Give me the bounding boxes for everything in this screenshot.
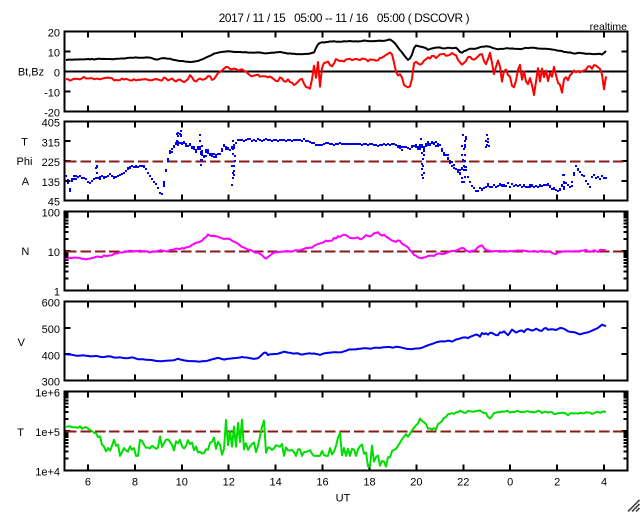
svg-text:N: N (21, 246, 29, 258)
svg-text:T: T (17, 427, 24, 439)
svg-text:45: 45 (48, 197, 60, 209)
svg-text:405: 405 (42, 118, 60, 130)
svg-text:300: 300 (42, 377, 60, 389)
svg-text:1e+6: 1e+6 (35, 388, 60, 400)
svg-text:18: 18 (363, 477, 375, 489)
svg-text:2: 2 (554, 477, 560, 489)
svg-text:2017 / 11 / 15 05:00 -- 11 /: 2017 / 11 / 15 05:00 -- 11 / 16 05:00 ( … (219, 11, 470, 25)
svg-text:225: 225 (42, 157, 60, 169)
svg-text:12: 12 (223, 477, 235, 489)
svg-text:20: 20 (410, 477, 422, 489)
svg-text:20: 20 (48, 28, 60, 40)
svg-text:0: 0 (507, 477, 513, 489)
svg-text:10: 10 (48, 48, 60, 60)
svg-text:315: 315 (42, 138, 60, 150)
svg-text:UT: UT (336, 493, 351, 505)
svg-text:4: 4 (601, 477, 607, 489)
svg-text:A: A (22, 176, 30, 188)
svg-text:-20: -20 (44, 108, 60, 120)
svg-text:realtime: realtime (590, 21, 628, 33)
svg-text:400: 400 (42, 350, 60, 362)
svg-text:135: 135 (42, 177, 60, 189)
svg-text:6: 6 (85, 477, 91, 489)
svg-text:0: 0 (54, 68, 60, 80)
svg-text:8: 8 (132, 477, 138, 489)
svg-text:Bt,Bz: Bt,Bz (18, 67, 44, 79)
svg-text:16: 16 (316, 477, 328, 489)
svg-text:Phi: Phi (17, 156, 33, 168)
svg-text:T: T (21, 136, 28, 148)
svg-text:500: 500 (42, 324, 60, 336)
svg-text:-10: -10 (44, 88, 60, 100)
svg-text:10: 10 (48, 247, 60, 259)
svg-text:1e+4: 1e+4 (35, 467, 60, 479)
svg-text:600: 600 (42, 298, 60, 310)
svg-text:22: 22 (457, 477, 469, 489)
svg-text:14: 14 (270, 477, 282, 489)
svg-text:1: 1 (54, 287, 60, 299)
svg-text:100: 100 (42, 208, 60, 220)
svg-text:1e+5: 1e+5 (35, 427, 60, 439)
svg-text:V: V (18, 337, 26, 349)
svg-text:10: 10 (176, 477, 188, 489)
